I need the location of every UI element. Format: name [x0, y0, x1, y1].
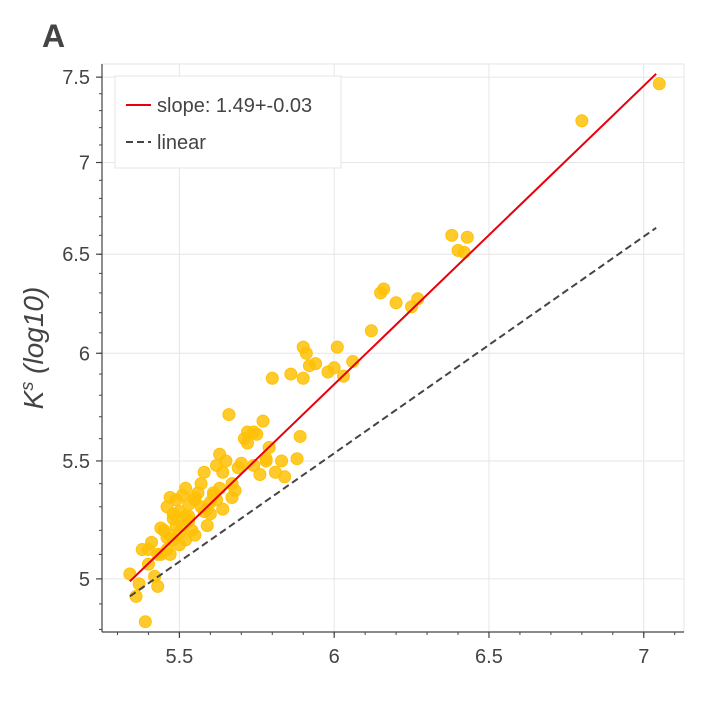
data-point: [330, 340, 344, 354]
data-point: [284, 367, 298, 381]
data-point: [309, 357, 323, 371]
x-tick-label: 6: [329, 646, 340, 668]
data-point: [197, 465, 211, 479]
data-point: [194, 477, 208, 491]
data-point: [389, 296, 403, 310]
data-point: [206, 488, 220, 502]
data-point: [259, 454, 273, 468]
data-points: [123, 77, 666, 629]
data-point: [179, 481, 193, 495]
legend: slope: 1.49+-0.03 linear: [114, 75, 342, 169]
data-point: [247, 458, 261, 472]
x-tick-label: 5.5: [165, 646, 193, 668]
data-point: [460, 230, 474, 244]
data-point: [135, 543, 149, 557]
data-point: [278, 470, 292, 484]
x-tick-label: 7: [638, 646, 649, 668]
data-point: [216, 465, 230, 479]
data-point: [216, 502, 230, 516]
data-point: [166, 507, 180, 521]
y-axis-label: Ks (log10): [17, 287, 49, 410]
data-point: [188, 493, 202, 507]
legend-linear-label: linear: [157, 132, 206, 154]
fit-lines: [129, 73, 657, 598]
y-tick-label: 5: [79, 569, 90, 591]
data-point: [575, 114, 589, 128]
legend-fit-label: slope: 1.49+-0.03: [157, 95, 312, 117]
data-point: [145, 535, 159, 549]
data-point: [231, 461, 245, 475]
data-point: [182, 509, 196, 523]
data-point: [160, 531, 174, 545]
data-point: [241, 436, 254, 450]
data-point: [154, 521, 168, 535]
data-point: [200, 519, 214, 533]
data-point: [222, 408, 236, 422]
y-tick-label: 6: [79, 343, 90, 365]
x-tick-label: 6.5: [475, 646, 503, 668]
data-point: [652, 77, 666, 91]
data-point: [253, 468, 267, 482]
data-point: [293, 429, 307, 443]
data-point: [151, 579, 165, 593]
data-point: [296, 371, 310, 385]
y-tick-label: 7.5: [62, 67, 90, 89]
data-point: [129, 589, 143, 603]
data-point: [457, 245, 471, 259]
data-point: [225, 490, 239, 504]
axes: 5.5 6 6.5 7 5 5.5 6 6.5 7 7.5: [62, 64, 684, 668]
y-tick-label: 6.5: [62, 244, 90, 266]
data-point: [219, 454, 233, 468]
panel-label: A: [42, 18, 65, 54]
fit-line: [129, 73, 657, 583]
data-point: [290, 452, 304, 466]
y-tick-label: 5.5: [62, 451, 90, 473]
y-tick-label: 7: [79, 153, 90, 175]
data-point: [200, 502, 214, 516]
data-point: [265, 371, 279, 385]
data-point: [138, 615, 152, 629]
data-point: [327, 361, 341, 375]
data-point: [377, 282, 391, 296]
data-point: [445, 228, 459, 242]
data-point: [247, 425, 261, 439]
data-point: [256, 414, 270, 428]
data-point: [299, 346, 313, 360]
data-point: [123, 567, 137, 581]
data-point: [163, 547, 177, 561]
linear-line: [129, 227, 657, 598]
data-point: [188, 528, 202, 542]
data-point: [275, 454, 289, 468]
legend-box: [114, 75, 342, 169]
data-point: [364, 324, 378, 338]
